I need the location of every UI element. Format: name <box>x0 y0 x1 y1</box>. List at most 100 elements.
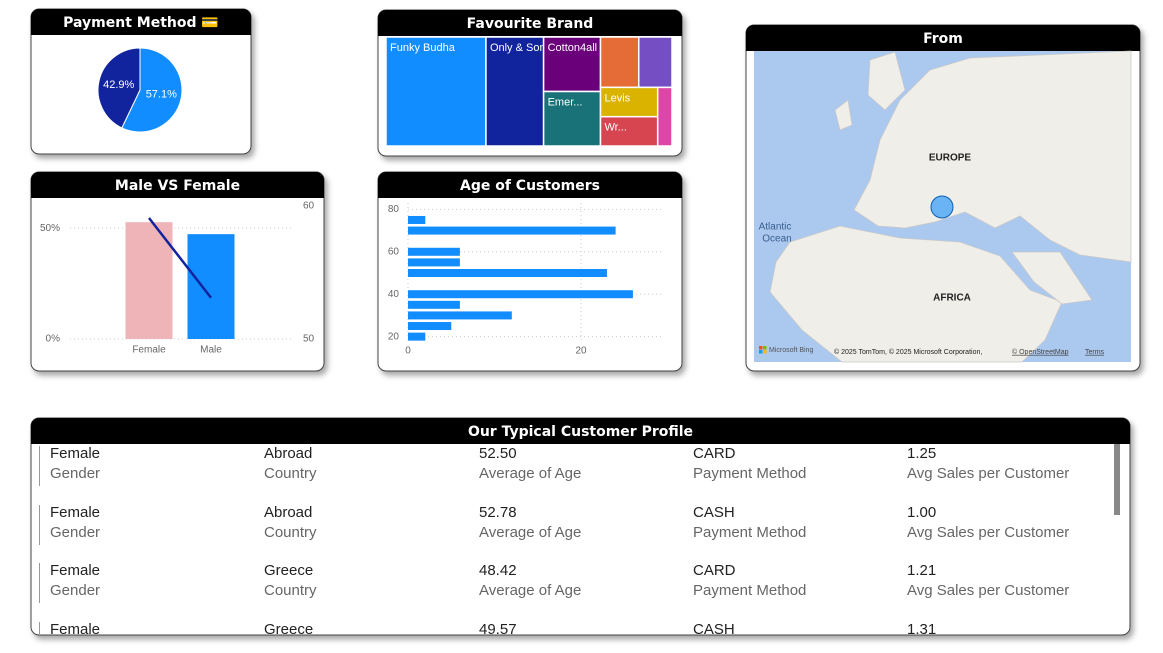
y-tick-label: 40 <box>388 289 400 300</box>
cell-value: 48.42 <box>479 562 517 579</box>
bar <box>125 222 173 339</box>
cell-value: Female <box>50 503 101 521</box>
treemap-label: Funky Budha <box>390 42 456 54</box>
map-land <box>834 99 853 131</box>
treemap-label: Levis <box>605 92 631 104</box>
cell-label: Gender <box>50 582 101 599</box>
map-link[interactable]: © OpenStreetMap <box>1012 348 1069 356</box>
map-attribution: © 2025 TomTom, © 2025 Microsoft Corporat… <box>834 348 982 356</box>
cell-value: CASH <box>693 620 735 635</box>
cell-label: Average of Age <box>479 582 582 599</box>
card-header <box>378 185 682 198</box>
cell-label: Payment Method <box>693 582 807 599</box>
cell-label: Avg Sales per Customer <box>907 523 1070 541</box>
treemap-label: Emer... <box>548 96 583 108</box>
cell-value: Abroad <box>264 445 313 462</box>
row-marker <box>39 446 40 486</box>
map-label: EUROPE <box>929 153 972 164</box>
treemap-label: Only & Sons <box>490 42 552 54</box>
map-land <box>769 225 1063 363</box>
cell-label: Country <box>264 523 317 541</box>
bar <box>408 269 607 277</box>
row-marker <box>39 621 40 634</box>
cell-label: Average of Age <box>479 465 582 482</box>
pie-label: 42.9% <box>103 79 134 91</box>
card-header <box>746 38 1140 51</box>
cell-value: 1.21 <box>907 562 937 579</box>
card-header <box>31 185 324 198</box>
cell-label: Avg Sales per Customer <box>907 582 1070 599</box>
bar <box>408 311 512 320</box>
map-label: Ocean <box>762 234 791 245</box>
cell-value: Abroad <box>264 503 313 521</box>
table-row: Female Gender Abroad Country 52.50 Average of… <box>32 444 1112 488</box>
bar <box>408 215 426 224</box>
line <box>148 217 212 299</box>
map-link[interactable]: Terms <box>1085 349 1105 356</box>
cell-value: 1.00 <box>907 503 937 521</box>
bing-logo <box>759 350 763 354</box>
card-header <box>31 22 251 35</box>
map-provider: Microsoft Bing <box>769 347 813 354</box>
card-title: Our Typical Customer Profile <box>468 424 693 440</box>
cell-label: Average of Age <box>479 523 582 541</box>
treemap-label: Wr... <box>605 122 627 134</box>
cell-value: Female <box>50 562 101 579</box>
treemap-tile <box>656 86 673 147</box>
pie-slice <box>121 47 183 133</box>
map-label: AFRICA <box>933 293 971 304</box>
bar <box>408 258 460 267</box>
cell-value: CARD <box>693 445 736 462</box>
table-row: Female Gender Abroad Country 52.78 Average of… <box>32 503 1112 547</box>
map-land <box>867 51 906 111</box>
bing-logo <box>763 350 767 354</box>
cell-label: Gender <box>50 465 101 482</box>
cell-label: Avg Sales per Customer <box>907 465 1070 482</box>
y-tick-label: 60 <box>388 246 400 257</box>
bar <box>408 226 616 235</box>
card-title: From <box>923 31 963 47</box>
cell-value: 52.50 <box>479 445 517 462</box>
cell-value: Greece <box>264 620 314 635</box>
treemap-tile <box>485 36 545 147</box>
card <box>30 171 325 372</box>
cell-value: 1.31 <box>907 620 937 635</box>
cell-value: CASH <box>693 503 735 521</box>
y-tick-label: 50% <box>40 223 60 234</box>
bing-logo <box>763 346 767 350</box>
map-label: Atlantic <box>759 222 792 233</box>
treemap-label: Cotton4all <box>548 42 598 54</box>
cell-value: 49.57 <box>479 620 517 635</box>
card-header <box>378 23 682 36</box>
treemap-tile <box>599 86 659 118</box>
cell-value: Female <box>50 445 101 462</box>
table-row: FemaleGenderGreeceCountry49.57Average of… <box>32 620 1112 635</box>
cell-value: 1.25 <box>907 445 937 462</box>
card-title: Age of Customers <box>460 178 600 194</box>
y2-tick-label: 60 <box>303 201 315 212</box>
cell-label: Country <box>264 465 317 482</box>
cell-label: Payment Method <box>693 523 807 541</box>
y2-tick-label: 50 <box>303 334 315 345</box>
scrollbar <box>1114 444 1120 515</box>
cell-label: Gender <box>50 523 101 541</box>
y-tick-label: 20 <box>388 331 400 342</box>
pie-label: 57.1% <box>146 89 177 101</box>
bar <box>408 332 426 341</box>
cell-value: 52.78 <box>479 503 517 521</box>
cell-value: Greece <box>264 562 314 579</box>
bar <box>408 300 460 309</box>
x-tick-label: Male <box>200 345 222 356</box>
map-land <box>1011 251 1093 305</box>
treemap-tile <box>599 115 659 147</box>
x-tick-label: Female <box>132 345 166 356</box>
y-tick-label: 80 <box>388 204 400 215</box>
cell-value: Female <box>50 620 101 635</box>
bar <box>187 234 235 339</box>
table-row: Female Gender Greece Country 48.42 Average of… <box>32 561 1112 605</box>
cell-value: CARD <box>693 562 736 579</box>
x-tick-label: 20 <box>575 346 587 357</box>
